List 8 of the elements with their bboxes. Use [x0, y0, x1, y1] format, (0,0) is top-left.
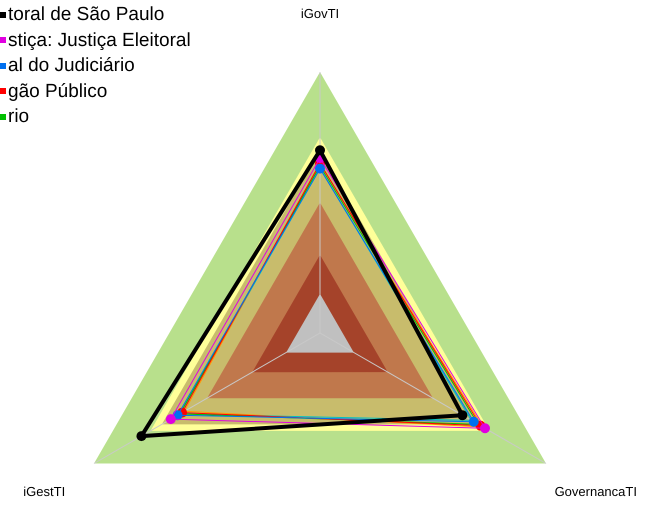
legend-label: al do Judiciário: [8, 54, 135, 78]
spoke-label: iGovTI: [300, 6, 340, 22]
legend-label: gão Público: [8, 80, 108, 104]
spoke-label: iGestTI: [23, 484, 66, 499]
legend-label: toral de São Paulo: [8, 3, 164, 27]
legend-label: stiça: Justiça Eleitoral: [8, 28, 191, 52]
legend-label: rio: [8, 105, 30, 129]
spoke-label: GovernancaTI: [554, 484, 637, 499]
